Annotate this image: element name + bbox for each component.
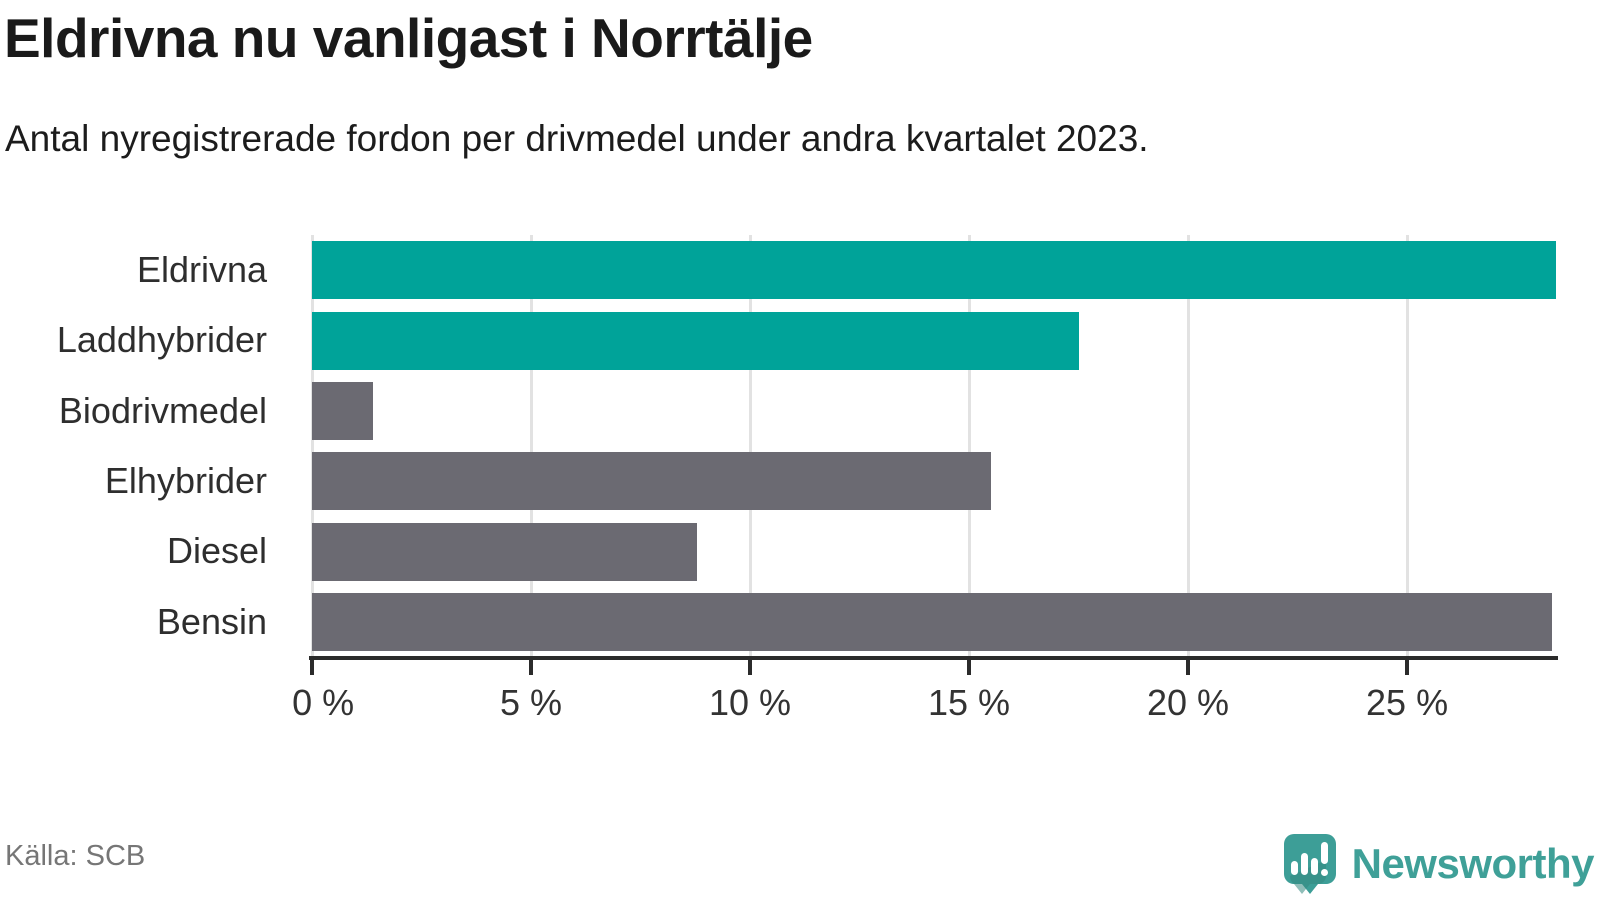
newsworthy-logo-icon bbox=[1280, 832, 1338, 896]
category-label-bensin: Bensin bbox=[156, 600, 267, 642]
gridline bbox=[968, 235, 972, 657]
x-tick-mark bbox=[529, 660, 533, 675]
x-axis-ticks: 0 % 5 % 10 % 15 % 20 % 25 % bbox=[292, 660, 1556, 723]
category-label-biodrivmedel: Biodrivmedel bbox=[58, 389, 267, 431]
x-tick-label: 20 % bbox=[1147, 682, 1230, 723]
bar-elhybrider bbox=[312, 452, 991, 511]
x-tick-label: 10 % bbox=[708, 682, 792, 723]
gridline bbox=[1406, 235, 1410, 657]
x-tick-label: 5 % bbox=[499, 682, 563, 723]
x-axis-line bbox=[309, 656, 1558, 660]
bar-bensin bbox=[312, 592, 1552, 651]
category-labels: Eldrivna Laddhybrider Biodrivmedel Elhybrid… bbox=[0, 235, 292, 657]
source-note: Källa: SCB bbox=[5, 840, 146, 872]
newsworthy-logo-text: Newsworthy bbox=[1351, 840, 1595, 887]
chart-title: Eldrivna nu vanligast i Norrtälje bbox=[4, 7, 813, 69]
bar-biodrivmedel bbox=[312, 381, 374, 440]
x-tick-label: 25 % bbox=[1366, 682, 1449, 723]
category-label-eldrivna: Eldrivna bbox=[136, 249, 267, 290]
chart-subtitle: Antal nyregistrerade fordon per drivmede… bbox=[5, 118, 1149, 159]
x-tick-mark bbox=[967, 660, 972, 675]
gridline bbox=[749, 235, 753, 657]
x-tick-label: 15 % bbox=[928, 682, 1011, 723]
bar-diesel bbox=[312, 522, 698, 581]
category-label-laddhybrider: Laddhybrider bbox=[56, 319, 267, 361]
x-tick-mark bbox=[310, 660, 314, 675]
newsworthy-logo: Newsworthy bbox=[1280, 832, 1595, 896]
category-label-diesel: Diesel bbox=[166, 530, 267, 572]
x-tick-mark bbox=[748, 660, 753, 675]
x-tick-mark bbox=[1405, 660, 1410, 675]
plot-area bbox=[311, 235, 1556, 657]
bar-eldrivna bbox=[312, 241, 1556, 300]
gridline bbox=[530, 235, 533, 657]
gridline bbox=[1187, 235, 1191, 657]
bar-laddhybrider bbox=[312, 311, 1079, 370]
x-tick-label: 0 % bbox=[292, 682, 355, 723]
category-label-elhybrider: Elhybrider bbox=[104, 460, 267, 501]
x-tick-mark bbox=[1186, 660, 1191, 675]
gridline bbox=[311, 235, 314, 657]
